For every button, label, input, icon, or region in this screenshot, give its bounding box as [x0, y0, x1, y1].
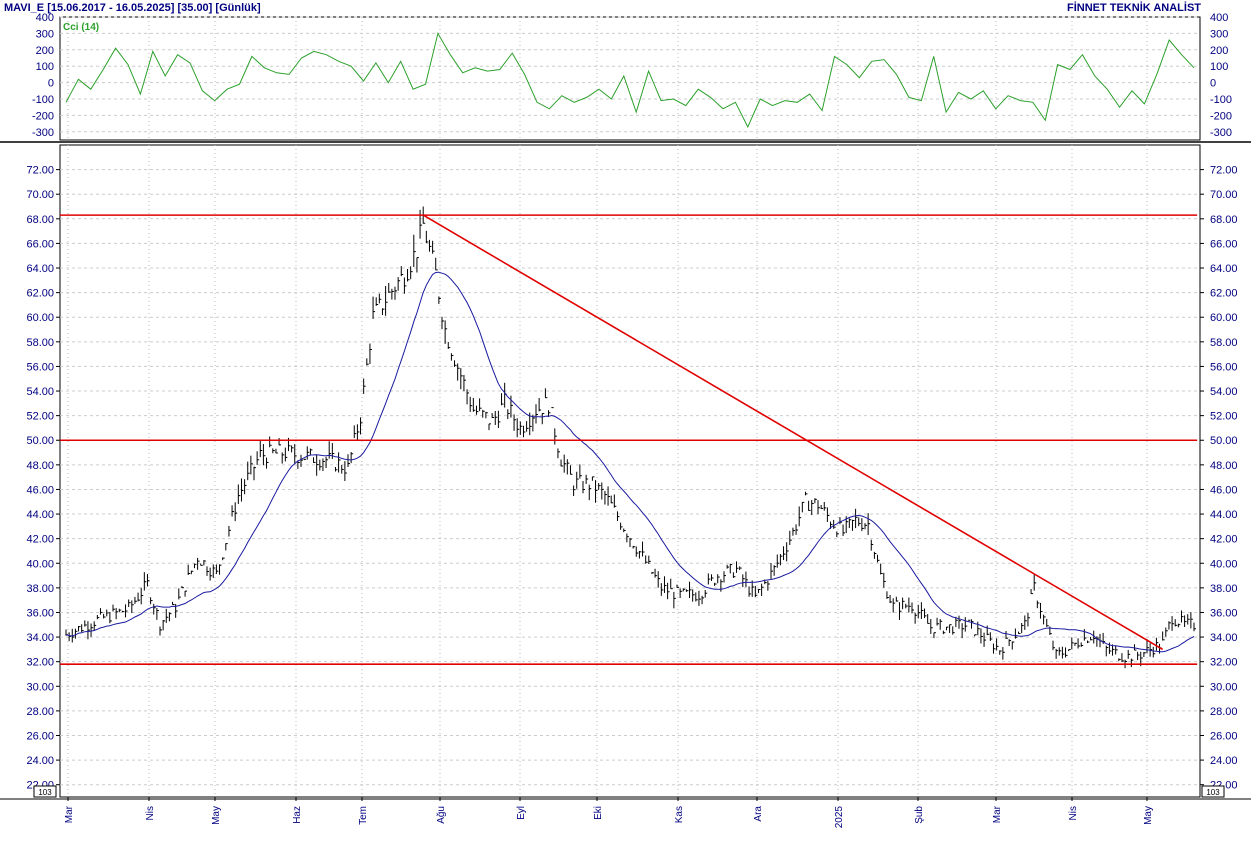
price-y-tick-left: 72.00 [26, 165, 54, 177]
x-tick-label: Ağu [436, 806, 447, 824]
x-tick-label: Tem [358, 806, 369, 825]
symbol-label: MAVI_E [4, 2, 45, 14]
price-y-tick-right: 52.00 [1210, 411, 1238, 423]
price-y-tick-left: 40.00 [26, 558, 54, 570]
x-tick-label: May [1143, 806, 1154, 825]
x-tick-label: Şub [914, 806, 925, 824]
price-y-tick-left: 64.00 [26, 263, 54, 275]
price-y-tick-left: 52.00 [26, 411, 54, 423]
price-y-tick-right: 58.00 [1210, 337, 1238, 349]
price-y-tick-right: 60.00 [1210, 312, 1238, 324]
brand-label: FİNNET TEKNİK ANALİST [1066, 2, 1201, 14]
cci-y-tick-right: -100 [1210, 94, 1232, 106]
price-y-tick-left: 58.00 [26, 337, 54, 349]
price-y-tick-left: 30.00 [26, 681, 54, 693]
x-tick-label: 2025 [834, 806, 845, 829]
cci-y-tick-right: 400 [1210, 12, 1228, 24]
cci-y-tick-right: 0 [1210, 78, 1216, 90]
price-y-tick-left: 54.00 [26, 386, 54, 398]
x-tick-label: Ara [753, 806, 764, 822]
price-y-tick-right: 54.00 [1210, 386, 1238, 398]
price-panel-frame [59, 144, 1201, 798]
price-y-tick-left: 38.00 [26, 583, 54, 595]
price-y-tick-left: 66.00 [26, 238, 54, 250]
cci-y-tick-left: -200 [32, 110, 54, 122]
date-range-label: [15.06.2017 - 16.05.2025] [47, 2, 175, 14]
cci-y-tick-left: 200 [36, 45, 54, 57]
price-y-tick-left: 56.00 [26, 361, 54, 373]
price-y-tick-right: 72.00 [1210, 165, 1238, 177]
price-y-tick-right: 28.00 [1210, 706, 1238, 718]
x-tick-label: Kas [674, 806, 685, 823]
x-tick-label: Eki [593, 806, 604, 820]
cci-y-tick-right: -300 [1210, 127, 1232, 139]
price-y-tick-right: 66.00 [1210, 238, 1238, 250]
x-tick-label: May [211, 806, 222, 825]
price-y-tick-left: 46.00 [26, 484, 54, 496]
price-y-tick-left: 62.00 [26, 288, 54, 300]
x-tick-label: Mar [992, 805, 1003, 823]
scale-note-left: 103 [38, 788, 52, 797]
price-bars-group [65, 206, 1196, 669]
price-y-tick-right: 70.00 [1210, 189, 1238, 201]
cci-y-tick-left: 100 [36, 61, 54, 73]
price-y-tick-right: 62.00 [1210, 288, 1238, 300]
price-y-tick-right: 44.00 [1210, 509, 1238, 521]
cci-y-tick-right: -200 [1210, 110, 1232, 122]
price-y-tick-left: 28.00 [26, 706, 54, 718]
x-tick-label: Mar [64, 805, 75, 823]
price-y-tick-left: 24.00 [26, 755, 54, 767]
cci-line [65, 32, 1195, 129]
down-trend-line [422, 214, 1164, 651]
price-y-tick-right: 34.00 [1210, 632, 1238, 644]
price-y-tick-left: 60.00 [26, 312, 54, 324]
cci-panel-frame [59, 16, 1201, 141]
price-y-tick-right: 40.00 [1210, 558, 1238, 570]
price-y-tick-left: 42.00 [26, 534, 54, 546]
param-label: [35.00] [177, 2, 213, 14]
price-y-tick-right: 36.00 [1210, 607, 1238, 619]
cci-y-tick-left: 0 [48, 78, 54, 90]
price-y-tick-left: 68.00 [26, 214, 54, 226]
moving-average-line [65, 271, 1195, 653]
cci-y-tick-left: 400 [36, 12, 54, 24]
x-tick-label: Haz [292, 806, 303, 824]
price-y-tick-left: 48.00 [26, 460, 54, 472]
price-y-tick-left: 26.00 [26, 730, 54, 742]
price-y-tick-right: 56.00 [1210, 361, 1238, 373]
price-y-tick-left: 32.00 [26, 657, 54, 669]
cci-y-tick-left: 300 [36, 28, 54, 40]
price-y-tick-right: 32.00 [1210, 657, 1238, 669]
x-tick-label: Nis [1068, 806, 1079, 820]
price-y-tick-right: 38.00 [1210, 583, 1238, 595]
cci-legend: Cci (14) [63, 22, 99, 33]
price-y-tick-left: 50.00 [26, 435, 54, 447]
price-y-tick-right: 30.00 [1210, 681, 1238, 693]
scale-note-right: 103 [1206, 788, 1220, 797]
period-label: [Günlük] [215, 2, 261, 14]
cci-y-tick-right: 200 [1210, 45, 1228, 57]
price-y-tick-left: 70.00 [26, 189, 54, 201]
price-y-tick-left: 44.00 [26, 509, 54, 521]
cci-y-tick-right: 300 [1210, 28, 1228, 40]
x-tick-label: Eyl [516, 806, 527, 820]
price-y-tick-right: 24.00 [1210, 755, 1238, 767]
price-y-tick-left: 34.00 [26, 632, 54, 644]
scale-note-left-box [33, 785, 57, 798]
price-y-tick-right: 64.00 [1210, 263, 1238, 275]
price-y-tick-right: 68.00 [1210, 214, 1238, 226]
cci-y-tick-left: -100 [32, 94, 54, 106]
cci-y-tick-left: -300 [32, 127, 54, 139]
x-tick-label: Nis [145, 806, 156, 820]
price-y-tick-right: 48.00 [1210, 460, 1238, 472]
price-y-tick-right: 26.00 [1210, 730, 1238, 742]
scale-note-right-box [1201, 785, 1225, 798]
price-y-tick-right: 42.00 [1210, 534, 1238, 546]
chart-header: MAVI_E [15.06.2017 - 16.05.2025] [35.00]… [4, 2, 261, 14]
price-y-tick-right: 50.00 [1210, 435, 1238, 447]
price-y-tick-right: 46.00 [1210, 484, 1238, 496]
price-y-tick-left: 36.00 [26, 607, 54, 619]
cci-y-tick-right: 100 [1210, 61, 1228, 73]
